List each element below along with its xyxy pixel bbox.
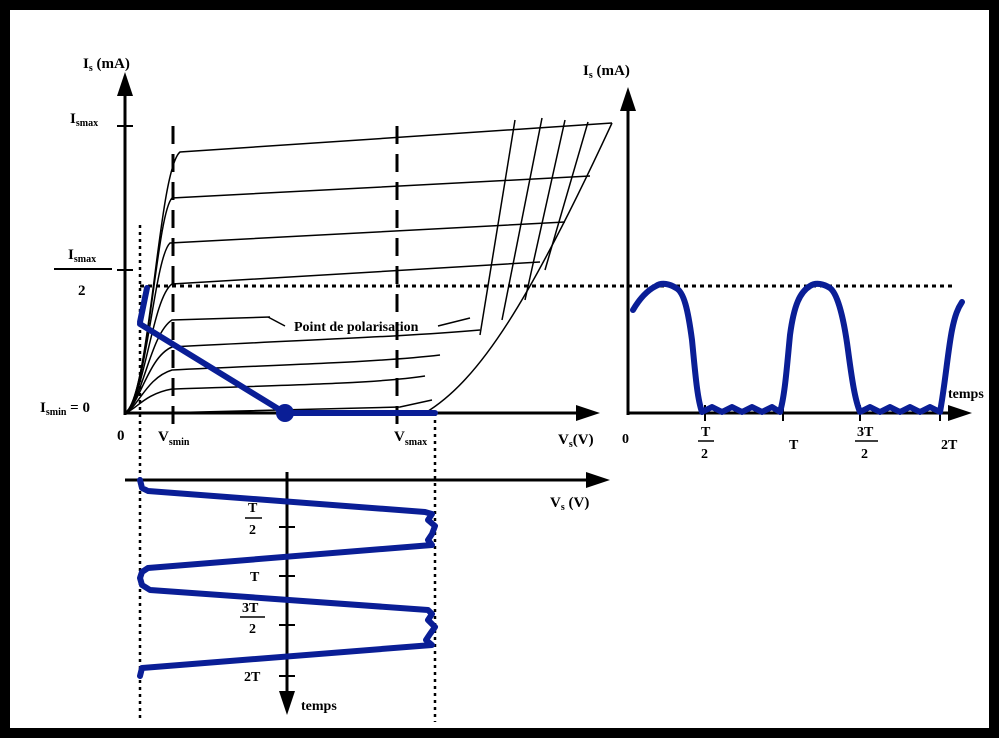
bias-point-marker (276, 404, 294, 422)
vsmin-label: Vsmin (158, 429, 190, 448)
right-origin-label: 0 (622, 432, 629, 447)
bottom-time-arrow (279, 691, 295, 715)
bias-point-annotation: Point de polarisation (294, 320, 419, 335)
bottom-t-half-den: 2 (249, 523, 256, 538)
bottom-x-axis-label: Vs (V) (550, 495, 589, 513)
output-current-waveform (630, 280, 965, 415)
output-voltage-waveform (137, 477, 438, 679)
characteristic-curves (124, 117, 613, 414)
left-graph: Is (mA) Ismax Ismax 2 Ismin = 0 0 Vsmin … (40, 56, 955, 722)
ismax-half-label-den: 2 (78, 283, 86, 299)
vsmax-label: Vsmax (394, 429, 427, 448)
knee-line-3 (524, 119, 566, 301)
left-x-arrow (576, 405, 600, 421)
right-time-axis-label: temps (948, 387, 984, 402)
bottom-t-label: T (250, 570, 260, 585)
bottom-t-3half-den: 2 (249, 622, 256, 637)
load-line-upper (137, 285, 150, 325)
knee-line-1 (479, 119, 516, 336)
curve-3 (124, 221, 566, 414)
right-t-3half-den: 2 (861, 447, 868, 462)
bottom-2t-label: 2T (244, 670, 261, 685)
left-x-axis-label: Vs(V) (558, 432, 594, 450)
bottom-graph: Vs (V) T 2 T 3T 2 2T temps (125, 472, 610, 715)
ismax-half-label-top: Ismax (68, 247, 96, 265)
knee-curve (424, 122, 613, 414)
right-y-arrow (620, 87, 636, 111)
knee-line-4 (544, 121, 589, 271)
curve-2 (124, 175, 591, 414)
right-y-axis-label: Is (mA) (583, 63, 630, 81)
load-line (137, 285, 438, 416)
left-y-axis-label: Is (mA) (83, 56, 130, 74)
knee-line-2 (501, 117, 543, 321)
annotation-leader-right (437, 317, 471, 327)
annotation-leader-left (267, 316, 286, 327)
bottom-t-half-num: T (248, 501, 258, 516)
curve-7 (124, 354, 441, 414)
bottom-t-3half-num: 3T (242, 601, 259, 616)
right-2t-label: 2T (941, 438, 958, 453)
curve-6 (124, 329, 481, 414)
bottom-time-axis-label: temps (301, 699, 337, 714)
right-t-half-num: T (701, 425, 711, 440)
ismax-label: Ismax (70, 111, 98, 129)
right-t-half-den: 2 (701, 447, 708, 462)
ismin-label: Ismin = 0 (40, 400, 90, 418)
right-x-arrow (948, 405, 972, 421)
right-t-3half-num: 3T (857, 425, 874, 440)
left-origin-label: 0 (117, 428, 125, 444)
load-line-main (137, 321, 288, 416)
right-graph: Is (mA) 0 T 2 T 3T 2 2T temps (583, 63, 984, 462)
bottom-x-arrow (586, 472, 610, 488)
right-t-label: T (789, 438, 799, 453)
curve-9 (159, 399, 433, 414)
left-y-arrow (117, 72, 133, 96)
curve-4 (124, 261, 541, 414)
